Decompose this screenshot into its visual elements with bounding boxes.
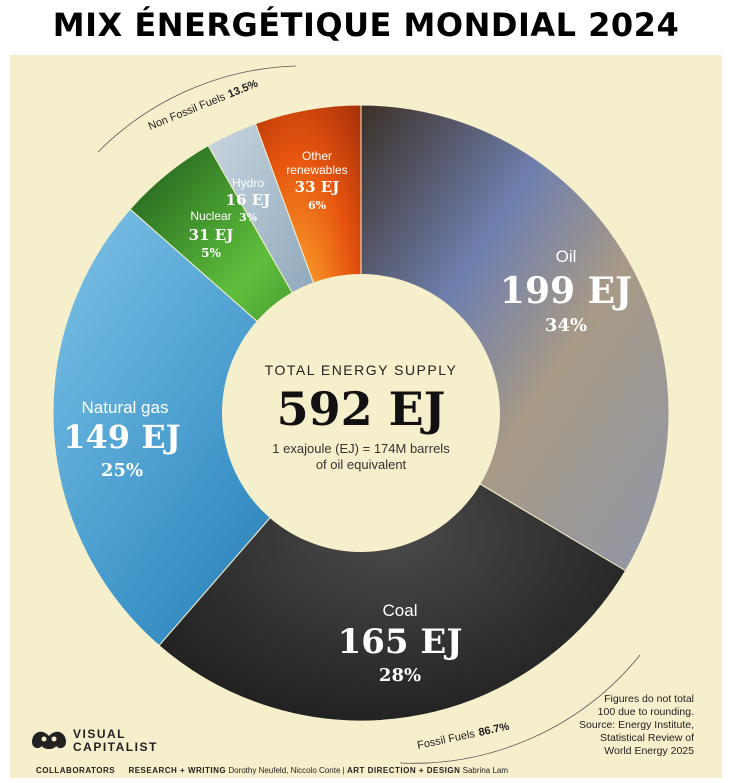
oil-pct: 34% — [545, 315, 587, 336]
renewables-value: 33 EJ — [295, 178, 340, 196]
gas-pct: 25% — [101, 460, 143, 481]
footnote-line: Source: Energy Institute, — [579, 719, 694, 731]
coal-pct: 28% — [379, 665, 421, 686]
gas-label: Natural gas — [82, 398, 169, 417]
research-names: Dorothy Neufeld, Niccolo Conte — [228, 766, 341, 775]
logo-wordmark: VISUAL CAPITALIST — [73, 728, 158, 754]
gas-value: 149 EJ — [63, 418, 180, 456]
nuclear-value: 31 EJ — [189, 226, 234, 244]
donut-hole — [222, 274, 500, 552]
footnote-line: Figures do not total — [604, 693, 694, 705]
logo-line: CAPITALIST — [73, 740, 158, 754]
center-note-2: of oil equivalent — [316, 457, 407, 472]
hydro-label: Hydro — [232, 176, 264, 190]
slice-coal — [158, 412, 627, 722]
footnote-line: 100 due to rounding. — [597, 706, 694, 718]
center-total: 592 EJ — [277, 382, 446, 436]
footnote: Figures do not total 100 due to rounding… — [544, 693, 694, 758]
coal-value: 165 EJ — [338, 622, 463, 662]
credits: COLLABORATORS RESEARCH + WRITING Dorothy… — [36, 766, 508, 775]
hydro-pct: 3% — [239, 211, 258, 224]
footnote-line: Statistical Review of — [600, 732, 694, 744]
footnote-line: World Energy 2025 — [604, 745, 694, 757]
credits-separator: | — [342, 766, 345, 775]
slice-natural-gas — [52, 208, 362, 647]
page-title: MIX ÉNERGÉTIQUE MONDIAL 2024 — [52, 6, 680, 44]
group-label-fossil: Fossil Fuels86.7% — [416, 721, 511, 752]
nuclear-label: Nuclear — [190, 209, 231, 223]
coal-label: Coal — [383, 601, 418, 620]
renewables-pct: 6% — [308, 199, 327, 212]
group-label-nonfossil: Non Fossil Fuels13.5% — [147, 78, 260, 133]
art-names: Sabrina Lam — [462, 766, 508, 775]
renewables-label-1: Other — [302, 149, 332, 163]
visual-capitalist-logo-icon — [32, 731, 66, 749]
research-label: RESEARCH + WRITING — [128, 766, 227, 775]
nuclear-pct: 5% — [201, 246, 221, 260]
art-label: ART DIRECTION + DESIGN — [346, 766, 461, 775]
hydro-value: 16 EJ — [226, 191, 271, 209]
renewables-label-2: renewables — [286, 163, 347, 177]
oil-label: Oil — [556, 247, 577, 266]
logo-line: VISUAL — [73, 727, 127, 741]
collaborators-label: COLLABORATORS — [36, 766, 116, 775]
center-note-1: 1 exajoule (EJ) = 174M barrels — [272, 441, 450, 456]
center-heading: TOTAL ENERGY SUPPLY — [265, 362, 458, 378]
oil-value: 199 EJ — [500, 270, 632, 312]
fossil-bracket — [399, 654, 641, 764]
non-fossil-bracket — [97, 65, 297, 153]
